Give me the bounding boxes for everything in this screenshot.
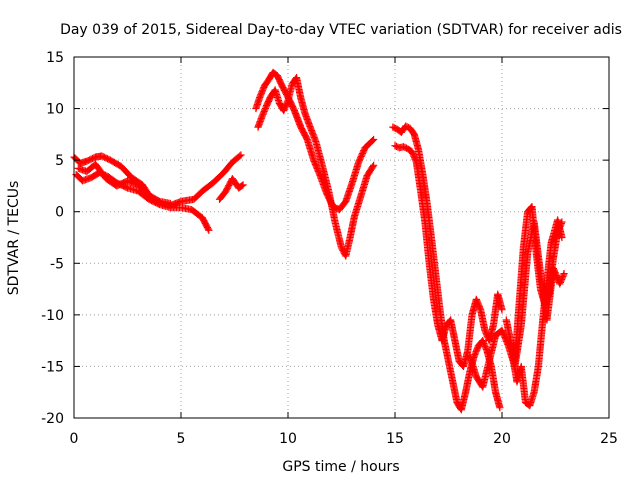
- data-point: [275, 75, 283, 84]
- data-point: [276, 77, 284, 85]
- y-tick-label: 10: [46, 102, 64, 118]
- x-tick-label: 0: [70, 431, 79, 447]
- y-tick-label: -10: [41, 308, 64, 324]
- data-point: [265, 96, 273, 104]
- data-point: [560, 270, 568, 278]
- data-point: [204, 225, 212, 233]
- series-arc6: [254, 74, 378, 260]
- data-point: [263, 100, 271, 108]
- data-point: [409, 129, 418, 137]
- data-point: [302, 134, 311, 142]
- y-tick-label: -20: [41, 411, 64, 427]
- y-axis-label: SDTVAR / TECUs: [6, 181, 22, 296]
- data-point: [205, 226, 213, 234]
- y-tick-label: 15: [46, 50, 64, 66]
- series-arc11: [509, 216, 566, 410]
- data-point: [263, 101, 271, 110]
- data-point: [558, 233, 566, 242]
- x-tick-label: 5: [177, 431, 186, 447]
- data-point: [264, 97, 273, 106]
- y-tick-label: 0: [55, 205, 64, 221]
- data-point: [266, 95, 274, 103]
- data-point: [274, 73, 282, 81]
- data-point: [115, 181, 124, 189]
- data-point: [370, 135, 378, 144]
- axis-ticks: 0 5 10 15 20 25 -20 -15 -10 -5 0 5 10 15: [41, 50, 618, 447]
- data-point: [290, 105, 298, 113]
- data-point: [498, 306, 506, 314]
- data-point: [114, 181, 122, 189]
- x-axis-label: GPS time / hours: [282, 459, 399, 475]
- data-point: [370, 161, 378, 169]
- data-point: [369, 162, 377, 171]
- data-point: [368, 136, 377, 145]
- data-point: [118, 179, 126, 187]
- data-points: [70, 68, 568, 414]
- data-point: [287, 100, 295, 108]
- y-tick-label: -5: [50, 256, 64, 272]
- series-arc3: [74, 160, 174, 208]
- data-point: [274, 74, 283, 82]
- data-point: [113, 182, 121, 190]
- data-point: [496, 404, 504, 412]
- data-point: [122, 183, 130, 191]
- x-tick-label: 25: [600, 431, 618, 447]
- data-point: [273, 71, 281, 80]
- data-point: [392, 142, 401, 150]
- data-point: [276, 78, 284, 86]
- data-point: [277, 79, 285, 88]
- x-tick-label: 15: [386, 431, 404, 447]
- data-point: [119, 179, 128, 187]
- data-point: [288, 103, 297, 111]
- data-point: [236, 152, 244, 160]
- x-tick-label: 20: [493, 431, 511, 447]
- grid: [74, 57, 609, 418]
- plot-frame: [73, 56, 610, 419]
- data-point: [166, 199, 174, 208]
- data-point: [237, 151, 245, 159]
- data-point: [117, 180, 125, 188]
- data-point: [264, 99, 272, 107]
- series-arc7: [389, 122, 504, 414]
- data-point: [238, 182, 246, 190]
- data-point: [239, 181, 247, 189]
- series-arc4: [215, 175, 247, 203]
- data-point: [154, 197, 162, 205]
- data-point: [288, 101, 296, 109]
- x-tick-label: 10: [279, 431, 297, 447]
- chart-title: Day 039 of 2015, Sidereal Day-to-day VTE…: [60, 22, 622, 38]
- y-tick-label: 5: [55, 153, 64, 169]
- data-point: [289, 104, 297, 112]
- y-tick-label: -15: [41, 359, 64, 375]
- series-arc8: [391, 142, 506, 371]
